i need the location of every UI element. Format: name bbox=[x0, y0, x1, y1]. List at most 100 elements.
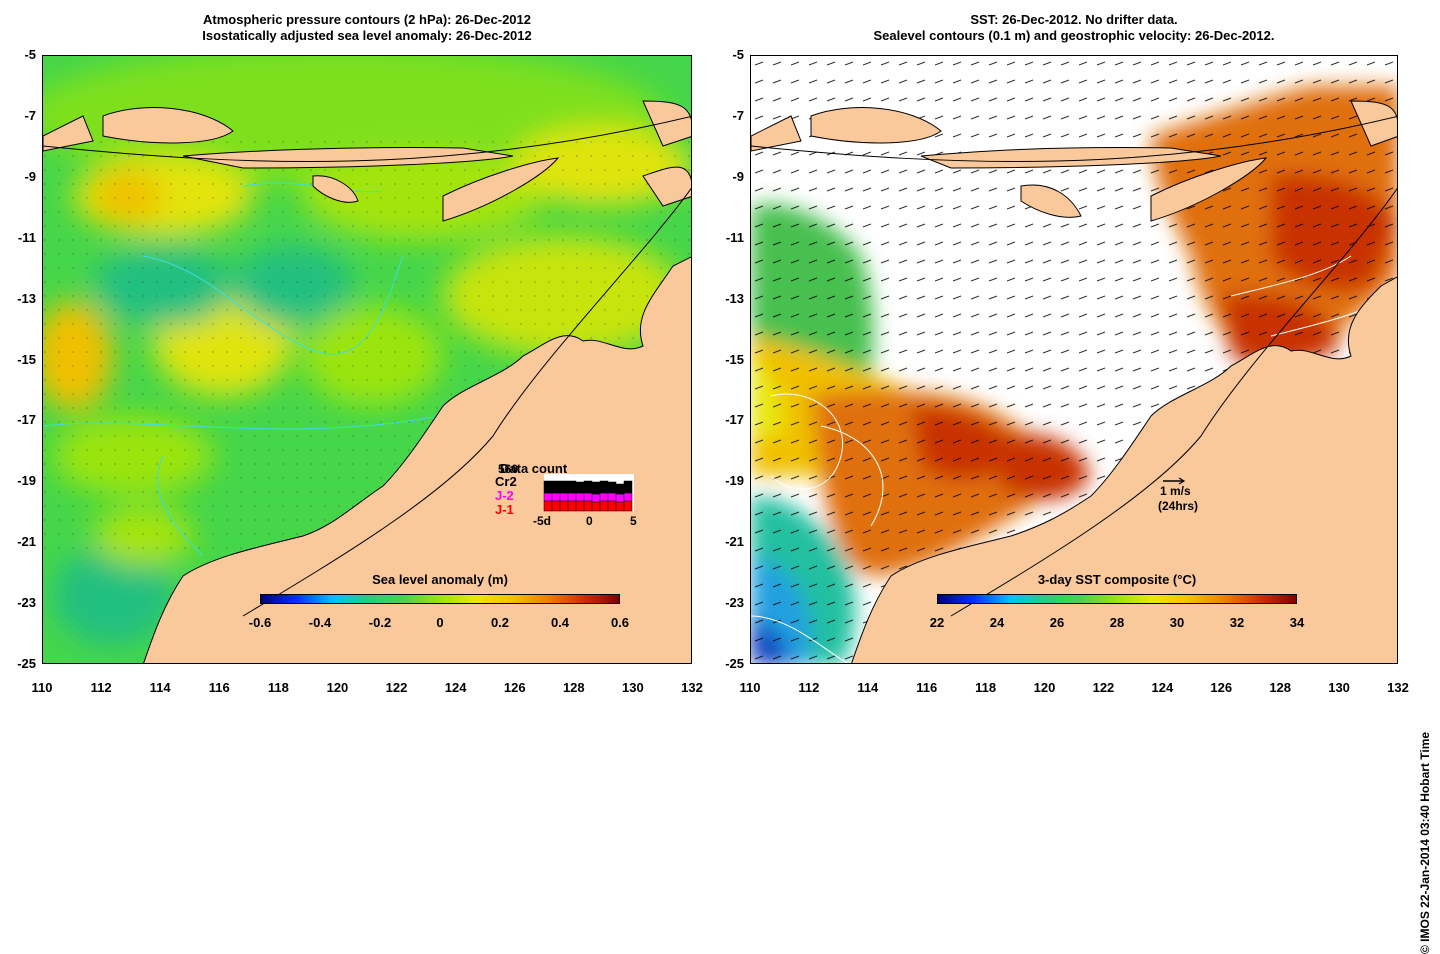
right-title-line1: SST: 26-Dec-2012. No drifter data. bbox=[970, 12, 1178, 27]
data-count-bar bbox=[559, 500, 569, 512]
data-count-bar bbox=[599, 480, 609, 494]
sea-level-anomaly-svg bbox=[43, 56, 691, 663]
data-count-label-j1: J-1 bbox=[495, 502, 514, 517]
y-tick-label: -21 bbox=[725, 534, 744, 550]
velocity-scale-label: 1 m/s bbox=[1160, 484, 1191, 498]
data-count-bar bbox=[583, 492, 593, 502]
y-tick-label: -5 bbox=[24, 47, 36, 62]
pressure-contour-line bbox=[242, 187, 691, 617]
data-count-label-j2: J-2 bbox=[495, 488, 514, 503]
y-tick-label: -9 bbox=[24, 168, 36, 184]
sst-svg bbox=[751, 56, 1397, 663]
y-tick-label: -17 bbox=[17, 412, 36, 428]
data-count-bar bbox=[615, 493, 625, 503]
y-tick-label: -13 bbox=[725, 290, 744, 306]
y-tick-label: -11 bbox=[17, 229, 36, 245]
x-tick-label: 126 bbox=[1210, 680, 1233, 695]
y-tick-label: -25 bbox=[17, 656, 36, 671]
y-tick-label: -23 bbox=[17, 595, 36, 611]
colorbar-tick-label: 28 bbox=[1109, 615, 1125, 630]
data-count-bar bbox=[599, 492, 609, 502]
data-count-label-cr2: Cr2 bbox=[495, 474, 517, 489]
data-count-bar bbox=[543, 492, 553, 502]
x-tick-label: 128 bbox=[562, 680, 585, 695]
colorbar-tick-label: 0.6 bbox=[610, 615, 630, 630]
y-tick-label: -5 bbox=[732, 47, 744, 62]
x-tick-label: 132 bbox=[1387, 680, 1409, 695]
colorbar-tick-label: 26 bbox=[1049, 615, 1065, 630]
velocity-scale-sub: (24hrs) bbox=[1158, 499, 1199, 513]
data-count-bar bbox=[607, 492, 617, 502]
x-tick-label: 114 bbox=[857, 680, 879, 695]
land-masses bbox=[43, 100, 691, 663]
y-tick-label: -21 bbox=[17, 534, 36, 550]
y-tick-label: -7 bbox=[732, 107, 744, 123]
y-tick-label: -11 bbox=[725, 229, 744, 245]
data-count-tick-2: 5 bbox=[630, 514, 637, 528]
x-tick-label: 120 bbox=[1033, 680, 1056, 695]
y-tick-label: -25 bbox=[725, 656, 744, 671]
data-count-bar bbox=[551, 500, 561, 512]
x-tick-label: 112 bbox=[90, 680, 112, 695]
velocity-scale-arrowhead bbox=[1178, 477, 1186, 485]
x-tick-label: 128 bbox=[1269, 680, 1292, 695]
data-count-bar bbox=[607, 481, 617, 494]
data-count-inset bbox=[543, 474, 634, 512]
data-count-bar bbox=[591, 493, 601, 503]
data-count-bar bbox=[623, 500, 633, 512]
x-tick-label: 126 bbox=[503, 680, 526, 695]
x-tick-label: 124 bbox=[1151, 680, 1174, 695]
data-count-bar bbox=[583, 500, 593, 512]
data-count-bar bbox=[543, 480, 553, 494]
data-count-number: 560 bbox=[498, 462, 519, 476]
x-tick-label: 124 bbox=[444, 680, 467, 695]
data-count-bars bbox=[543, 480, 633, 512]
sst-map[interactable] bbox=[750, 55, 1398, 664]
copyright-credit: © IMOS 22-Jan-2014 03:40 Hobart Time bbox=[1418, 731, 1432, 954]
colorbar-tick-label: 0.2 bbox=[490, 615, 510, 630]
data-count-bar bbox=[551, 480, 561, 494]
x-tick-label: 110 bbox=[739, 680, 761, 695]
data-count-bar bbox=[615, 483, 625, 495]
data-count-bar bbox=[583, 480, 593, 494]
x-tick-label: 130 bbox=[1328, 680, 1350, 695]
x-tick-label: 120 bbox=[326, 680, 349, 695]
colorbar-tick-label: 24 bbox=[989, 615, 1005, 630]
y-tick-label: -13 bbox=[17, 290, 36, 306]
land-masses bbox=[751, 100, 1397, 663]
right-colorbar bbox=[937, 594, 1297, 604]
data-count-bar bbox=[543, 500, 553, 512]
colorbar-tick-label: -0.2 bbox=[368, 615, 392, 630]
data-count-bar bbox=[559, 480, 569, 494]
right-map-title: SST: 26-Dec-2012. No drifter data. Seale… bbox=[750, 12, 1398, 44]
left-colorbar-title: Sea level anomaly (m) bbox=[372, 572, 508, 587]
data-count-bar bbox=[623, 480, 633, 494]
colorbar-tick-label: 32 bbox=[1229, 615, 1245, 630]
x-tick-label: 132 bbox=[681, 680, 703, 695]
data-count-bar bbox=[591, 481, 601, 495]
data-count-bar bbox=[575, 492, 585, 502]
x-tick-label: 116 bbox=[916, 680, 938, 695]
colorbar-tick-label: 22 bbox=[929, 615, 945, 630]
x-tick-label: 116 bbox=[208, 680, 230, 695]
left-colorbar bbox=[260, 594, 620, 604]
x-tick-label: 112 bbox=[798, 680, 820, 695]
colorbar-tick-label: -0.6 bbox=[248, 615, 272, 630]
data-count-title: Data count bbox=[500, 461, 568, 476]
pressure-contour-line bbox=[43, 115, 691, 162]
y-tick-label: -15 bbox=[17, 351, 36, 367]
y-tick-label: -17 bbox=[725, 412, 744, 428]
data-count-bar bbox=[599, 500, 609, 512]
y-tick-label: -19 bbox=[17, 473, 36, 489]
y-tick-label: -19 bbox=[725, 473, 744, 489]
y-tick-label: -7 bbox=[24, 107, 36, 123]
bathymetry-contour bbox=[950, 187, 1397, 617]
data-count-bar bbox=[623, 492, 633, 502]
data-count-bar bbox=[607, 500, 617, 512]
right-colorbar-title: 3-day SST composite (°C) bbox=[1037, 572, 1197, 587]
sea-level-anomaly-map[interactable] bbox=[42, 55, 692, 664]
colorbar-tick-label: 34 bbox=[1289, 615, 1305, 630]
x-tick-label: 110 bbox=[31, 680, 53, 695]
x-tick-label: 118 bbox=[267, 680, 289, 695]
x-tick-label: 130 bbox=[622, 680, 644, 695]
